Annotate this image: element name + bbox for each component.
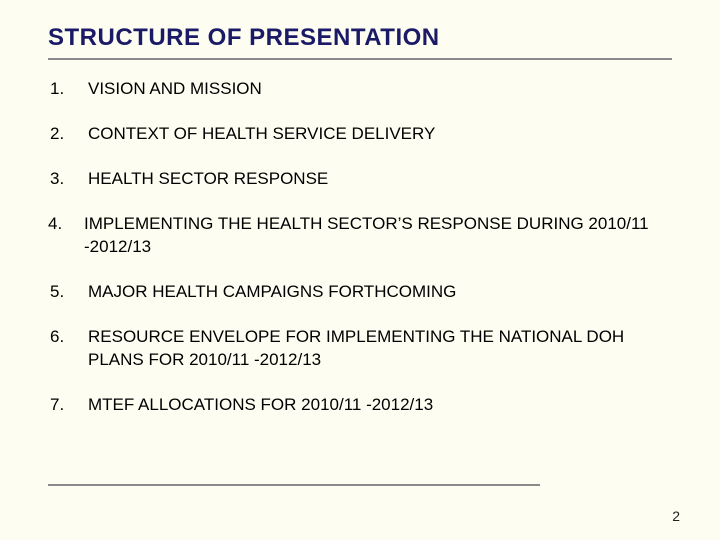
item-number: 2.	[48, 123, 88, 146]
list-item: 6. RESOURCE ENVELOPE FOR IMPLEMENTING TH…	[48, 326, 672, 372]
page-number: 2	[672, 508, 680, 524]
divider-top	[48, 58, 672, 60]
list-item: 4. IMPLEMENTING THE HEALTH SECTOR’S RESP…	[48, 213, 672, 259]
page-title: STRUCTURE OF PRESENTATION	[48, 24, 672, 52]
list-item: 1. VISION AND MISSION	[48, 78, 672, 101]
list-item: 5. MAJOR HEALTH CAMPAIGNS FORTHCOMING	[48, 281, 672, 304]
item-number: 7.	[48, 394, 88, 417]
divider-bottom	[48, 484, 540, 486]
item-text: VISION AND MISSION	[88, 78, 672, 101]
item-text: MAJOR HEALTH CAMPAIGNS FORTHCOMING	[88, 281, 672, 304]
item-number: 3.	[48, 168, 88, 191]
item-text: HEALTH SECTOR RESPONSE	[88, 168, 672, 191]
outline-list: 1. VISION AND MISSION 2. CONTEXT OF HEAL…	[48, 78, 672, 416]
item-number: 6.	[48, 326, 88, 349]
item-number: 5.	[48, 281, 88, 304]
item-number: 4.	[48, 213, 84, 236]
item-text: IMPLEMENTING THE HEALTH SECTOR’S RESPONS…	[84, 213, 672, 259]
item-number: 1.	[48, 78, 88, 101]
item-text: CONTEXT OF HEALTH SERVICE DELIVERY	[88, 123, 672, 146]
list-item: 7. MTEF ALLOCATIONS FOR 2010/11 -2012/13	[48, 394, 672, 417]
item-text: RESOURCE ENVELOPE FOR IMPLEMENTING THE N…	[88, 326, 672, 372]
list-item: 2. CONTEXT OF HEALTH SERVICE DELIVERY	[48, 123, 672, 146]
item-text: MTEF ALLOCATIONS FOR 2010/11 -2012/13	[88, 394, 672, 417]
slide: STRUCTURE OF PRESENTATION 1. VISION AND …	[0, 0, 720, 540]
list-item: 3. HEALTH SECTOR RESPONSE	[48, 168, 672, 191]
